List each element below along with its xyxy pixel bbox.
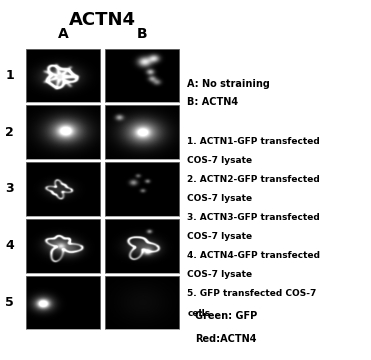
Text: 1. ACTN1-GFP transfected: 1. ACTN1-GFP transfected [187, 137, 320, 146]
Text: Green: GFP: Green: GFP [195, 311, 257, 321]
Text: 1: 1 [5, 69, 14, 82]
Text: COS-7 lysate: COS-7 lysate [187, 232, 253, 241]
Text: 4: 4 [5, 239, 14, 252]
Text: 5: 5 [5, 296, 14, 309]
Text: A: A [58, 27, 68, 41]
Text: 3: 3 [6, 183, 14, 195]
Text: cells: cells [187, 309, 210, 318]
Text: Red:ACTN4: Red:ACTN4 [195, 334, 256, 344]
Text: 3. ACTN3-GFP transfected: 3. ACTN3-GFP transfected [187, 213, 320, 222]
Text: 2: 2 [5, 126, 14, 139]
Text: COS-7 lysate: COS-7 lysate [187, 194, 253, 203]
Text: COS-7 lysate: COS-7 lysate [187, 156, 253, 165]
Text: 5. GFP transfected COS-7: 5. GFP transfected COS-7 [187, 289, 317, 298]
Text: 2. ACTN2-GFP transfected: 2. ACTN2-GFP transfected [187, 175, 320, 184]
Text: B: B [137, 27, 147, 41]
Text: ACTN4: ACTN4 [69, 11, 136, 29]
Text: A: No straining: A: No straining [187, 79, 270, 89]
Text: 4. ACTN4-GFP transfected: 4. ACTN4-GFP transfected [187, 251, 320, 260]
Text: COS-7 lysate: COS-7 lysate [187, 270, 253, 279]
Text: B: ACTN4: B: ACTN4 [187, 97, 239, 107]
